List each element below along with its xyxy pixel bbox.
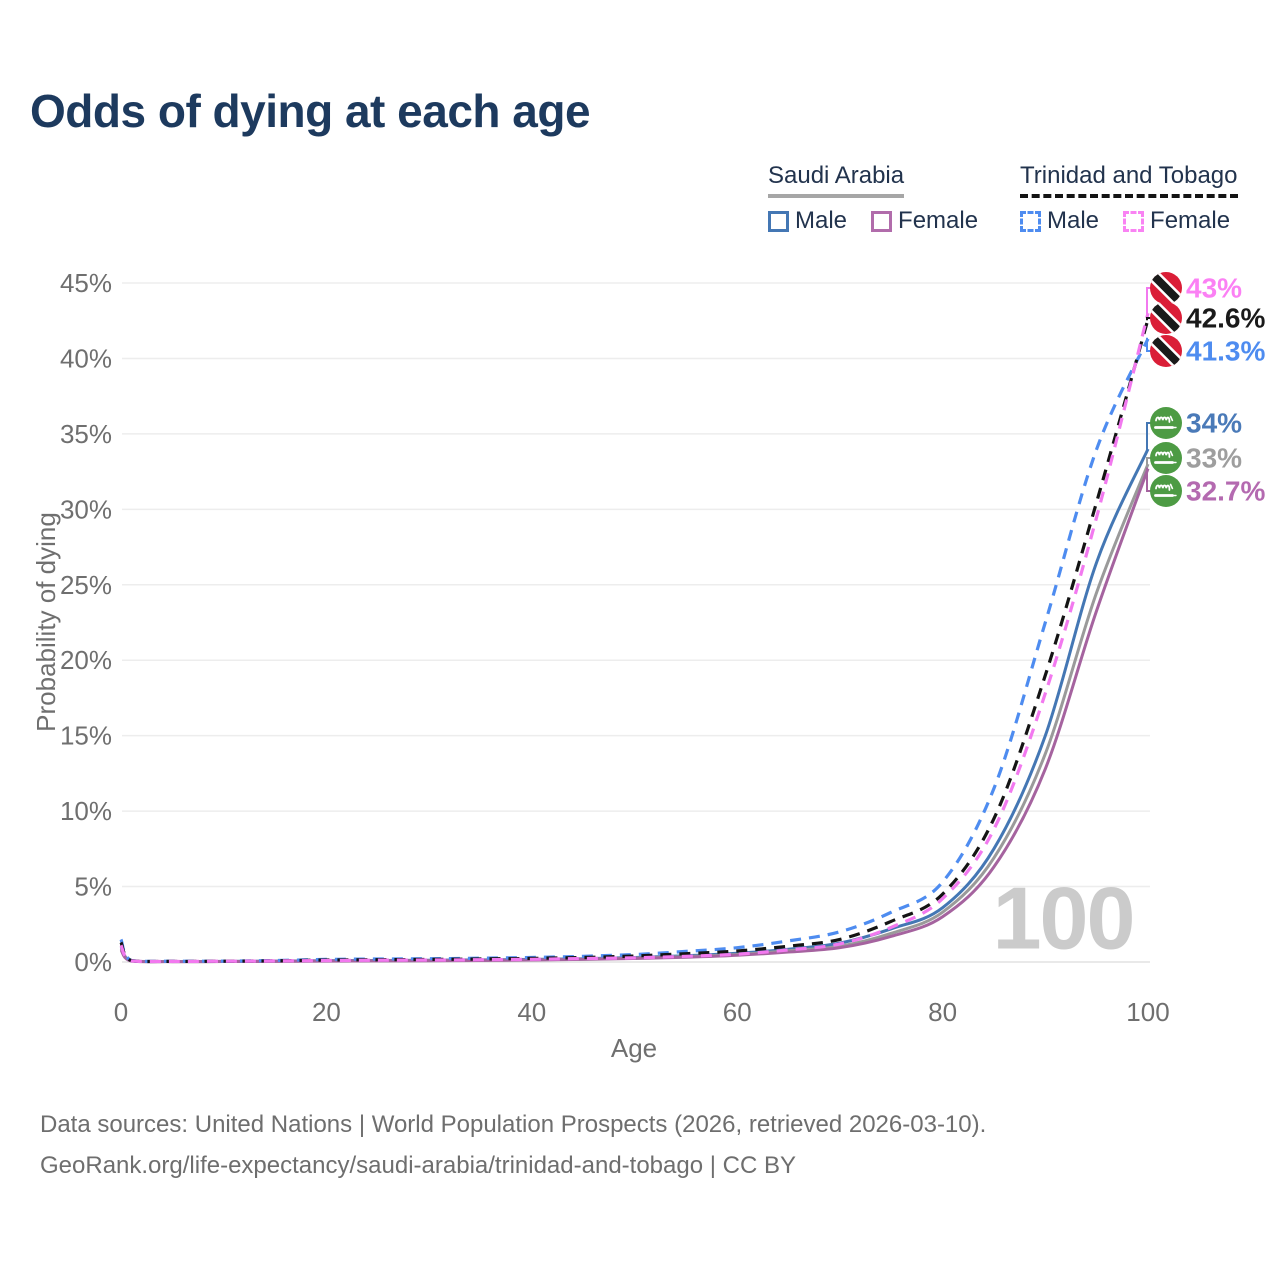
trinidad-female-swatch-icon xyxy=(1123,210,1145,232)
end-label-trinidad-and-tobago-female: 43% xyxy=(1186,273,1242,304)
y-tick-20%: 20% xyxy=(60,645,112,675)
flag-icon-trinidad-and-tobago xyxy=(1150,302,1182,334)
legend-row-saudi: Male Female xyxy=(768,207,978,235)
y-tick-15%: 15% xyxy=(60,721,112,751)
label-connector-trinidad-and-tobago-male xyxy=(1146,337,1151,352)
legend-item-trinidad-male[interactable]: Male xyxy=(1020,207,1099,235)
x-tick-80: 80 xyxy=(928,997,957,1027)
y-tick-30%: 30% xyxy=(60,494,112,524)
y-tick-0%: 0% xyxy=(74,947,112,977)
hover-age-indicator: 100 xyxy=(993,869,1134,968)
flag-icon-trinidad-and-tobago xyxy=(1150,335,1182,367)
label-connector-trinidad-and-tobago-both xyxy=(1146,317,1151,321)
attribution-line: GeoRank.org/life-expectancy/saudi-arabia… xyxy=(40,1152,796,1179)
x-tick-60: 60 xyxy=(723,997,752,1027)
end-label-saudi-arabia-both: 33% xyxy=(1186,443,1242,474)
legend-label-saudi-female: Female xyxy=(898,207,979,234)
legend-label-saudi-male: Male xyxy=(795,207,848,234)
end-label-trinidad-and-tobago-male: 41.3% xyxy=(1186,336,1265,367)
y-tick-25%: 25% xyxy=(60,570,112,600)
trinidad-male-swatch-icon xyxy=(1020,210,1041,232)
flag-icon-saudi-arabia xyxy=(1150,407,1182,439)
end-label-trinidad-and-tobago-both: 42.6% xyxy=(1186,303,1265,334)
x-axis-title: Age xyxy=(611,1033,657,1063)
y-axis-title: Probability of dying xyxy=(31,512,61,732)
flag-icon-trinidad-and-tobago xyxy=(1150,272,1182,304)
x-tick-40: 40 xyxy=(517,997,546,1027)
label-connector-saudi-arabia-male xyxy=(1146,422,1151,450)
y-tick-10%: 10% xyxy=(60,796,112,826)
y-tick-35%: 35% xyxy=(60,419,112,449)
legend-item-saudi-male[interactable]: Male xyxy=(768,207,847,235)
end-label-saudi-arabia-male: 34% xyxy=(1186,408,1242,439)
y-tick-5%: 5% xyxy=(74,872,112,902)
label-connector-saudi-arabia-female xyxy=(1146,467,1151,492)
series-line-trinidad-and-tobago-female xyxy=(119,312,1150,964)
chart-footer: Data sources: United Nations | World Pop… xyxy=(40,1104,986,1186)
legend-group-saudi-arabia: Saudi Arabia Male Female xyxy=(768,162,978,235)
legend-label-trinidad-male: Male xyxy=(1047,207,1100,234)
x-tick-20: 20 xyxy=(312,997,341,1027)
x-tick-0: 0 xyxy=(114,997,128,1027)
label-connector-saudi-arabia-both xyxy=(1146,457,1151,466)
legend-country-trinidad-and-tobago: Trinidad and Tobago xyxy=(1020,162,1238,198)
end-label-saudi-arabia-female: 32.7% xyxy=(1186,476,1265,507)
legend-row-trinidad: Male Female xyxy=(1020,207,1230,235)
saudi-female-swatch-icon xyxy=(871,210,893,232)
flag-icon-saudi-arabia xyxy=(1150,442,1182,474)
flag-icon-saudi-arabia xyxy=(1150,475,1182,507)
y-tick-40%: 40% xyxy=(60,343,112,373)
legend-label-trinidad-female: Female xyxy=(1150,207,1231,234)
x-tick-100: 100 xyxy=(1126,997,1169,1027)
legend-group-trinidad-and-tobago: Trinidad and Tobago Male Female xyxy=(1020,162,1238,235)
y-tick-45%: 45% xyxy=(60,268,112,298)
label-connector-trinidad-and-tobago-female xyxy=(1146,287,1151,315)
legend-item-trinidad-female[interactable]: Female xyxy=(1123,207,1230,235)
saudi-male-swatch-icon xyxy=(768,210,789,232)
data-sources-line: Data sources: United Nations | World Pop… xyxy=(40,1111,987,1138)
legend-country-saudi-arabia: Saudi Arabia xyxy=(768,162,905,198)
page-title: Odds of dying at each age xyxy=(30,85,591,137)
legend-item-saudi-female[interactable]: Female xyxy=(871,207,978,235)
